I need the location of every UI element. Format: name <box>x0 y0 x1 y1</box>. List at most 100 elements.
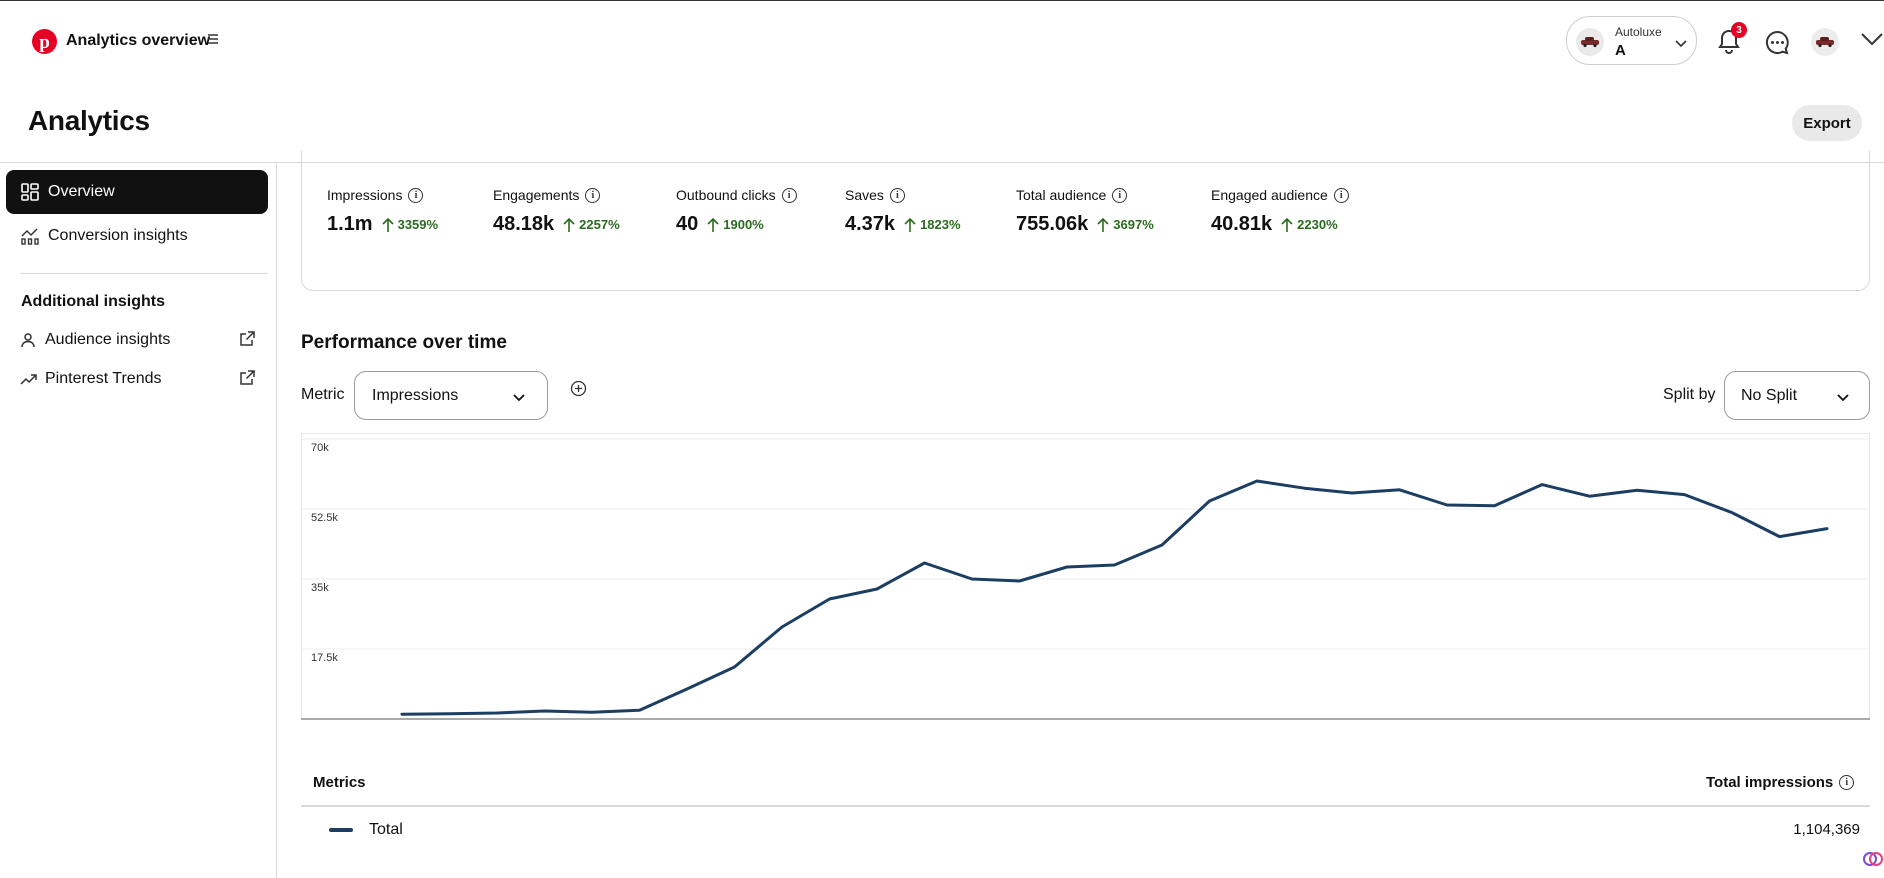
y-tick-label: 17.5k <box>311 652 338 664</box>
info-icon[interactable]: i <box>1112 187 1128 203</box>
y-tick-label: 70k <box>311 442 329 454</box>
add-metric-icon[interactable] <box>570 380 587 397</box>
series-legend-swatch <box>329 828 353 832</box>
data-point <box>1778 535 1781 538</box>
data-point <box>970 577 974 581</box>
info-icon[interactable]: i <box>1839 775 1855 790</box>
export-button[interactable]: Export <box>1792 105 1862 141</box>
info-icon[interactable]: i <box>889 187 905 203</box>
table-row-label: Total <box>369 821 403 838</box>
info-icon[interactable]: i <box>585 187 601 203</box>
info-icon[interactable]: i <box>1333 187 1349 203</box>
split-by-dropdown[interactable]: No Split <box>1724 371 1870 420</box>
overview-grid-icon <box>20 182 40 202</box>
total-impressions-header: Total impressions i <box>1706 774 1855 791</box>
stat-total-audience[interactable]: Total audience i 755.06k 3697% <box>1016 187 1154 236</box>
performance-title: Performance over time <box>301 332 507 353</box>
stat-engagements[interactable]: Engagements i 48.18k 2257% <box>493 187 620 236</box>
metric-dropdown[interactable]: Impressions <box>354 371 548 420</box>
arrow-up-icon <box>707 217 719 233</box>
stat-outbound-clicks[interactable]: Outbound clicks i 40 1900% <box>676 187 797 236</box>
account-switcher[interactable]: Autoluxe A <box>1566 16 1697 65</box>
sidebar-item-conversion-insights[interactable]: Conversion insights <box>6 214 268 258</box>
additional-insights-heading: Additional insights <box>21 293 165 310</box>
data-point <box>590 711 594 714</box>
account-name: Autoluxe <box>1615 25 1662 39</box>
account-initial: A <box>1615 42 1626 59</box>
data-point <box>1065 565 1069 569</box>
stat-value: 1.1m <box>327 213 373 235</box>
top-bar: p Analytics overview Autoluxe A 3 <box>0 1 1884 83</box>
messages-icon[interactable] <box>1764 29 1791 56</box>
notification-badge: 3 <box>1731 22 1747 38</box>
stat-saves[interactable]: Saves i 4.37k 1823% <box>845 187 961 236</box>
app-title[interactable]: Analytics overview <box>66 32 211 49</box>
chevron-down-icon <box>513 389 525 407</box>
info-icon[interactable]: i <box>408 187 424 203</box>
chevron-down-icon <box>1675 35 1687 53</box>
stat-change: 2257% <box>579 217 620 232</box>
assistant-icon[interactable] <box>1862 848 1884 870</box>
stat-label: Engaged audience <box>1211 187 1328 203</box>
data-point <box>1350 491 1354 495</box>
conversion-icon <box>20 226 40 246</box>
data-point <box>1588 495 1591 498</box>
data-point <box>1730 511 1734 514</box>
y-tick-label: 52.5k <box>311 512 338 524</box>
sidebar-item-audience-insights[interactable]: Audience insights <box>20 327 256 353</box>
stat-change: 3359% <box>397 217 439 232</box>
stat-label: Outbound clicks <box>676 187 776 203</box>
data-point <box>495 711 499 715</box>
data-point <box>1445 503 1449 507</box>
stat-change: 2230% <box>1297 217 1338 232</box>
stat-label: Saves <box>845 187 884 203</box>
data-point <box>733 665 736 669</box>
stat-value: 4.37k <box>845 213 896 235</box>
stat-impressions[interactable]: Impressions i 1.1m 3359% <box>327 187 438 236</box>
split-selected-value: No Split <box>1741 386 1798 404</box>
sidebar-item-label: Overview <box>48 183 115 200</box>
table-row-value: 1,104,369 <box>1793 821 1860 838</box>
sidebar-divider <box>20 273 268 274</box>
data-point <box>1160 543 1164 547</box>
series-line <box>400 479 1829 716</box>
stat-value: 40 <box>676 213 699 235</box>
page-title: Analytics <box>28 105 150 136</box>
data-point <box>1255 479 1259 483</box>
data-point <box>1303 487 1306 490</box>
sidebar: Overview Conversion insights Additional … <box>0 163 277 878</box>
header-divider <box>0 162 1884 163</box>
pinterest-logo-icon[interactable]: p <box>32 29 57 54</box>
metrics-table-header: Metrics <box>313 774 366 791</box>
arrow-up-icon <box>382 217 394 233</box>
hamburger-menu-icon[interactable] <box>207 32 219 50</box>
arrow-up-icon <box>563 217 575 233</box>
data-point <box>923 561 926 565</box>
sidebar-item-label: Audience insights <box>45 331 171 348</box>
account-menu-chevron-icon[interactable] <box>1860 31 1884 52</box>
stat-label: Engagements <box>493 187 580 203</box>
stats-card: Impressions i 1.1m 3359% Engagements i 48.… <box>301 151 1870 291</box>
sidebar-item-pinterest-trends[interactable]: Pinterest Trends <box>20 366 256 392</box>
stat-value: 48.18k <box>493 213 555 235</box>
data-point <box>875 587 879 591</box>
external-link-icon <box>239 369 256 391</box>
data-point <box>828 597 831 601</box>
data-point <box>1208 499 1211 503</box>
data-point <box>1540 483 1544 486</box>
table-divider <box>301 805 1870 807</box>
data-point <box>780 625 784 629</box>
sidebar-item-overview[interactable]: Overview <box>6 170 268 214</box>
data-point <box>685 687 689 691</box>
trend-icon <box>20 369 40 389</box>
arrow-up-icon <box>1097 217 1109 233</box>
info-icon[interactable]: i <box>781 187 797 203</box>
stat-engaged-audience[interactable]: Engaged audience i 40.81k 2230% <box>1211 187 1349 236</box>
svg-text:p: p <box>39 32 50 53</box>
arrow-up-icon <box>904 217 916 233</box>
user-avatar[interactable] <box>1811 28 1839 56</box>
data-point <box>1683 493 1686 496</box>
sidebar-item-label: Pinterest Trends <box>45 370 162 387</box>
